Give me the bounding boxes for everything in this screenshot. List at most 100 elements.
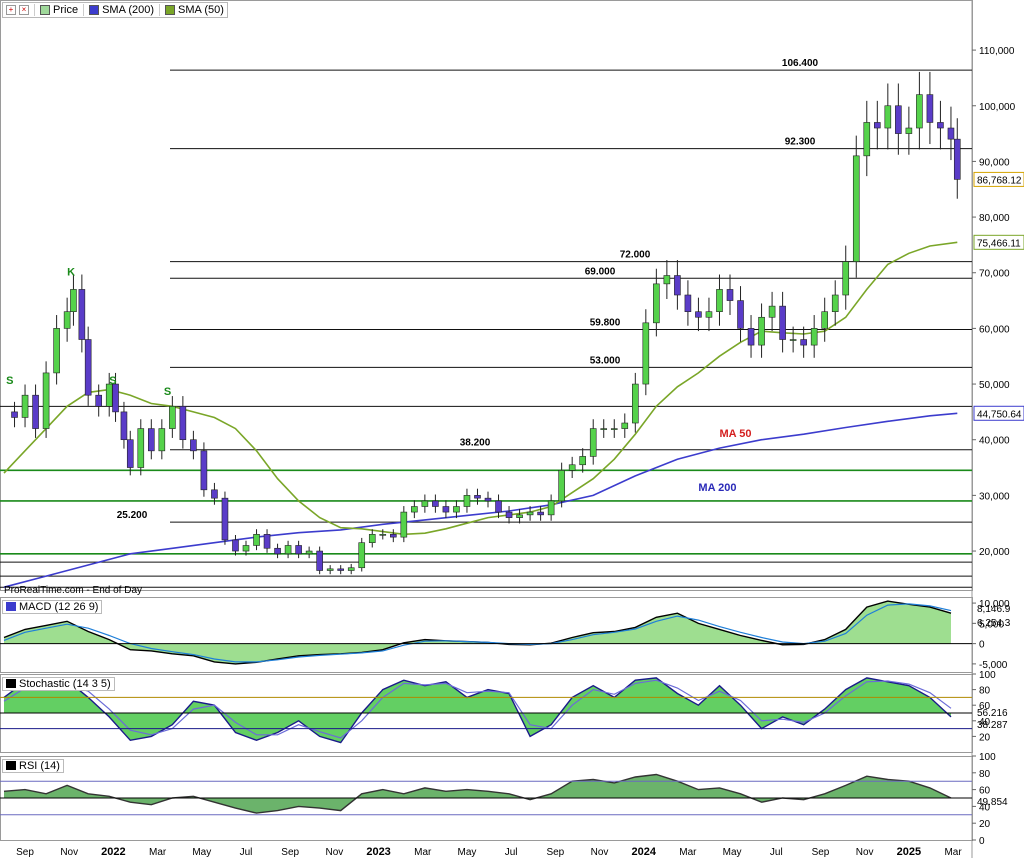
candle-body (463, 495, 471, 507)
x-tick-label: 2024 (631, 846, 656, 858)
y-tick-label: 5,000 (979, 619, 1004, 630)
candle-body (347, 567, 355, 571)
sma200-swatch-icon (89, 5, 100, 15)
y-tick-label: 10,000 (979, 599, 1010, 610)
candle-body (84, 339, 92, 396)
indicator-signal-line (3, 679, 952, 739)
candle-body (568, 464, 576, 471)
legend-divider (83, 4, 85, 16)
candle-body (126, 439, 134, 468)
x-tick-label: Mar (149, 847, 167, 858)
stochastic-panel-label[interactable]: Stochastic (14 3 5) (2, 677, 115, 691)
candle-body (358, 542, 366, 569)
chart-legend: + × Price SMA (200) SMA (50) (2, 2, 228, 18)
y-tick-label: 100,000 (979, 102, 1016, 113)
candle-body (810, 328, 818, 346)
level-label: 25.200 (117, 510, 148, 521)
candle-body (937, 122, 944, 129)
candle-body (274, 547, 281, 555)
panel-frame (0, 597, 973, 673)
candle-body (253, 534, 260, 546)
indicator-area (4, 677, 951, 743)
level-label: 72.000 (620, 250, 651, 261)
current-price-tag-box (973, 171, 1024, 187)
candle-body (400, 511, 408, 538)
candle-body (179, 406, 187, 441)
sma50-value-tag-box (973, 234, 1024, 250)
candle-body (874, 122, 881, 129)
candle-body (263, 534, 271, 549)
x-tick-label: May (458, 847, 477, 858)
candle-body (232, 539, 239, 552)
sma200-line (3, 412, 958, 588)
legend-price[interactable]: Price (53, 4, 79, 16)
x-tick-label: May (192, 847, 211, 858)
x-tick-label: Sep (812, 847, 830, 858)
candle-body (821, 311, 828, 329)
candle-body (831, 294, 839, 312)
candle-body (326, 568, 334, 571)
candle-body (863, 122, 871, 157)
candle-body (916, 94, 923, 129)
level-label: 53.000 (590, 355, 621, 366)
candle-body (11, 411, 18, 418)
candle-body (432, 500, 439, 507)
candle-body (112, 383, 119, 413)
current-price-tag: 86,768.12 (977, 175, 1022, 186)
candle-body (726, 289, 734, 301)
candle-body (295, 545, 302, 555)
x-tick-label: Nov (325, 847, 343, 858)
y-tick-label: 20 (979, 819, 991, 830)
y-tick-label: 20 (979, 732, 991, 743)
candle-body (474, 495, 481, 499)
candle-body (663, 275, 671, 285)
close-icon[interactable]: × (19, 5, 29, 15)
chart-annotation: K (67, 267, 75, 279)
x-tick-label: Jul (240, 847, 253, 858)
y-tick-label: 100 (979, 670, 996, 681)
chart-annotation: MA 200 (698, 482, 736, 494)
stochastic-label: Stochastic (14 3 5) (19, 678, 111, 690)
candle-body (589, 428, 597, 457)
candle-body (747, 328, 755, 346)
add-indicator-icon[interactable]: + (6, 5, 16, 15)
candle-body (242, 545, 250, 552)
rsi-panel-label[interactable]: RSI (14) (2, 759, 64, 773)
level-label: 38.200 (460, 438, 491, 449)
candle-body (63, 311, 71, 329)
price-swatch-icon (40, 5, 50, 15)
candle-body (337, 568, 344, 571)
x-tick-label: May (723, 847, 742, 858)
y-tick-label: 60 (979, 786, 991, 797)
candle-body (453, 506, 460, 513)
candle-body (947, 127, 955, 140)
candle-body (621, 422, 629, 429)
indicator-area (4, 774, 951, 814)
candle-body (579, 456, 586, 466)
x-tick-label: 2025 (897, 846, 921, 858)
candle-body (211, 489, 218, 499)
legend-sma200[interactable]: SMA (200) (102, 4, 155, 16)
candle-body (95, 394, 102, 407)
candle-body (600, 428, 608, 430)
candle-body (758, 316, 765, 346)
y-tick-label: 40 (979, 717, 991, 728)
sma50-swatch-icon (165, 5, 176, 15)
macd-panel-label[interactable]: MACD (12 26 9) (2, 600, 103, 614)
macd-label: MACD (12 26 9) (19, 601, 99, 613)
y-tick-label: 60 (979, 701, 991, 712)
candle-body (105, 383, 113, 407)
chart-annotation: S (6, 375, 13, 387)
legend-divider (34, 4, 35, 16)
y-tick-label: 40 (979, 802, 991, 813)
candle-body (632, 383, 639, 424)
legend-sma50[interactable]: SMA (50) (178, 4, 224, 16)
candle-body (42, 372, 50, 429)
candle-body (716, 289, 723, 312)
y-tick-label: 70,000 (979, 269, 1010, 280)
candle-body (895, 105, 902, 134)
y-tick-label: -5,000 (979, 660, 1008, 671)
candle-body (221, 497, 229, 541)
rsi-swatch-icon (6, 761, 16, 770)
